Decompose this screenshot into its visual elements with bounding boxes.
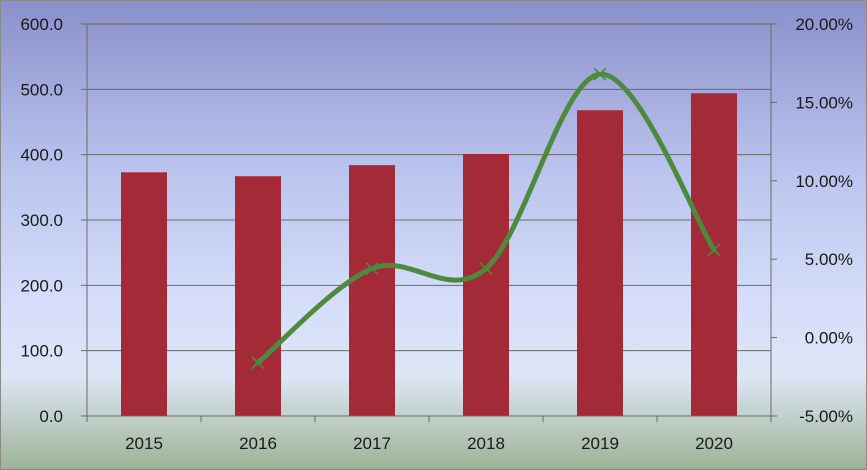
x-tick-label: 2019 <box>581 434 619 453</box>
marker-stroke <box>365 262 379 276</box>
bar-2019 <box>577 110 623 417</box>
x-tick-label: 2015 <box>125 434 163 453</box>
marker-2016 <box>251 356 265 370</box>
left-tick-label: 200.0 <box>20 276 63 295</box>
left-tick-label: 300.0 <box>20 211 63 230</box>
x-tick-label: 2016 <box>239 434 277 453</box>
growth-line <box>255 71 717 366</box>
x-tick-label: 2018 <box>467 434 505 453</box>
marker-2020 <box>707 243 721 257</box>
axes <box>81 23 777 422</box>
bar-series <box>121 93 737 417</box>
right-tick-label: -5.00% <box>799 407 853 426</box>
bar-2018 <box>463 154 509 416</box>
left-tick-label: 0.0 <box>39 407 63 426</box>
left-tick-label: 600.0 <box>20 15 63 34</box>
x-tick-label: 2017 <box>353 434 391 453</box>
marker-2017 <box>365 262 379 276</box>
marker-stroke <box>707 243 721 257</box>
tick-labels: 0.0 100.0 200.0 300.0 400.0 500.0 600.0 -5.00% 0… <box>20 15 853 453</box>
marker-stroke <box>479 262 493 276</box>
left-tick-label: 500.0 <box>20 80 63 99</box>
right-tick-label: 15.00% <box>795 93 853 112</box>
left-tick-label: 100.0 <box>20 342 63 361</box>
x-tick-label: 2020 <box>695 434 733 453</box>
marker-2019 <box>593 67 607 81</box>
marker-stroke <box>251 356 265 370</box>
left-tick-label: 400.0 <box>20 146 63 165</box>
right-tick-label: 0.00% <box>805 329 853 348</box>
bar-2020 <box>691 93 737 417</box>
bar-2015 <box>121 172 167 416</box>
line-series <box>251 67 721 370</box>
marker-2018 <box>479 262 493 276</box>
bar-2016 <box>235 176 281 416</box>
right-tick-label: 10.00% <box>795 172 853 191</box>
marker-stroke <box>593 67 607 81</box>
right-tick-label: 20.00% <box>795 15 853 34</box>
right-tick-label: 5.00% <box>805 250 853 269</box>
bar-2017 <box>349 165 395 416</box>
